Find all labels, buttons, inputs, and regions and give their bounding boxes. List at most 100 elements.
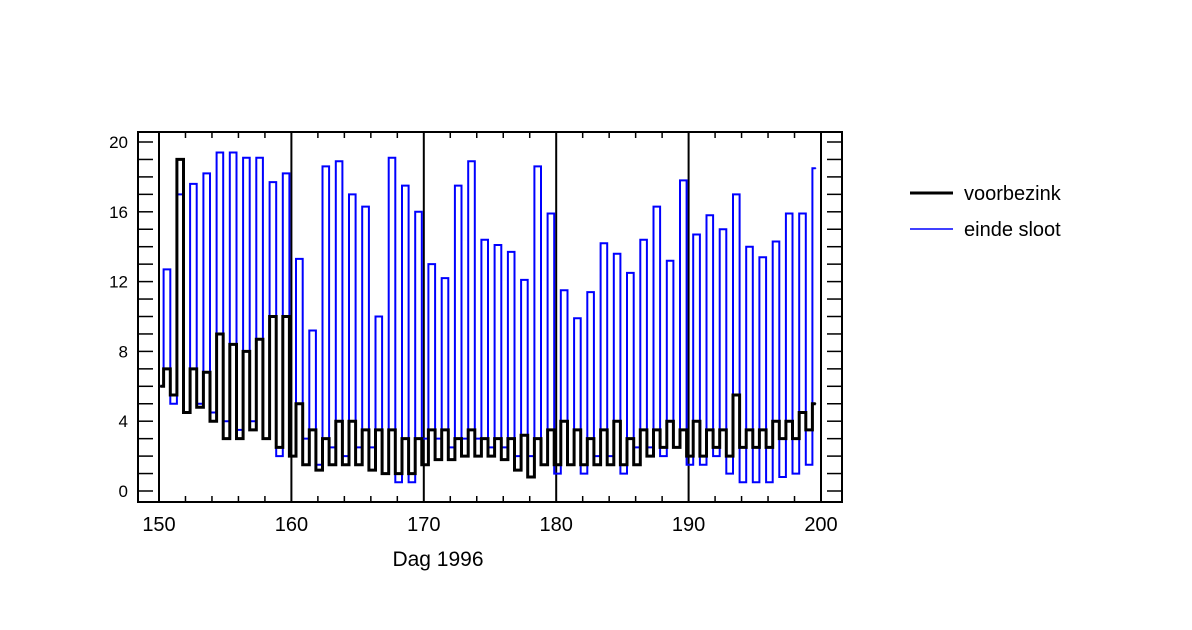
data-point-einde-sloot: [649, 446, 651, 448]
data-point-einde-sloot: [550, 212, 552, 215]
data-point-voorbezink: [503, 458, 506, 461]
data-point-voorbezink: [179, 158, 181, 161]
data-point-einde-sloot: [172, 403, 175, 405]
legend: voorbezink einde sloot: [910, 183, 1062, 241]
data-point-einde-sloot: [252, 420, 254, 422]
data-point-voorbezink: [192, 368, 195, 370]
legend-label-einde-sloot: einde sloot: [964, 219, 1061, 241]
data-point-voorbezink: [245, 350, 247, 352]
data-point-einde-sloot: [338, 160, 340, 162]
legend-item-einde-sloot: einde sloot: [910, 219, 1061, 241]
y-tick-label: 20: [109, 133, 128, 152]
data-point-voorbezink: [172, 394, 175, 396]
data-point-einde-sloot: [530, 455, 532, 457]
data-point-voorbezink: [484, 438, 486, 440]
data-point-voorbezink: [510, 438, 512, 440]
data-point-voorbezink: [437, 458, 439, 461]
data-point-einde-sloot: [166, 268, 168, 270]
data-point-voorbezink: [570, 464, 572, 466]
data-point-voorbezink: [384, 472, 387, 475]
data-point-voorbezink: [576, 429, 578, 431]
data-point-einde-sloot: [444, 277, 446, 279]
data-point-einde-sloot: [371, 446, 373, 448]
plot-frame: [137, 131, 843, 503]
data-point-voorbezink: [676, 446, 678, 448]
data-point-voorbezink: [748, 429, 751, 431]
data-point-voorbezink: [278, 446, 281, 448]
data-point-einde-sloot: [755, 481, 757, 483]
x-tick-label: 180: [540, 514, 573, 536]
data-point-einde-sloot: [729, 472, 731, 475]
data-point-voorbezink: [431, 429, 433, 431]
data-point-einde-sloot: [404, 185, 406, 187]
x-axis-label: Dag 1996: [392, 548, 483, 571]
data-point-einde-sloot: [603, 242, 605, 244]
data-point-einde-sloot: [219, 151, 221, 154]
data-point-einde-sloot: [497, 244, 499, 246]
data-point-voorbezink: [715, 446, 718, 448]
data-point-einde-sloot: [457, 185, 459, 187]
data-point-einde-sloot: [331, 446, 334, 448]
data-point-einde-sloot: [669, 260, 671, 262]
y-tick-label: 8: [119, 342, 128, 361]
data-point-voorbezink: [464, 455, 466, 457]
data-point-voorbezink: [318, 469, 320, 471]
data-point-einde-sloot: [239, 429, 241, 431]
data-point-voorbezink: [556, 464, 559, 466]
data-point-voorbezink: [530, 476, 532, 478]
data-point-einde-sloot: [815, 167, 817, 169]
data-point-einde-sloot: [682, 179, 684, 181]
data-point-voorbezink: [596, 464, 598, 466]
y-tick-label: 12: [109, 273, 128, 292]
data-point-einde-sloot: [722, 228, 724, 230]
data-point-einde-sloot: [351, 193, 353, 195]
data-point-voorbezink: [351, 420, 353, 422]
data-point-einde-sloot: [490, 446, 492, 448]
data-point-voorbezink: [364, 429, 367, 431]
data-point-einde-sloot: [762, 256, 764, 258]
data-point-einde-sloot: [563, 289, 565, 291]
data-point-einde-sloot: [464, 438, 466, 440]
data-point-voorbezink: [583, 464, 585, 466]
data-point-einde-sloot: [576, 317, 578, 319]
data-point-voorbezink: [252, 429, 254, 431]
data-point-voorbezink: [398, 472, 400, 475]
x-tick-label: 190: [672, 514, 705, 536]
data-point-einde-sloot: [695, 233, 698, 236]
data-point-voorbezink: [457, 438, 459, 440]
data-point-einde-sloot: [748, 246, 751, 248]
data-point-einde-sloot: [782, 476, 784, 478]
data-point-voorbezink: [417, 438, 420, 440]
data-point-voorbezink: [649, 455, 651, 457]
data-point-einde-sloot: [662, 455, 665, 457]
data-point-voorbezink: [782, 438, 784, 440]
data-point-einde-sloot: [768, 481, 770, 483]
data-point-einde-sloot: [345, 455, 347, 457]
data-point-einde-sloot: [735, 193, 737, 195]
data-point-voorbezink: [358, 464, 360, 466]
data-point-einde-sloot: [305, 438, 307, 440]
data-point-einde-sloot: [556, 472, 559, 475]
x-tick-label: 200: [804, 514, 837, 536]
data-point-einde-sloot: [398, 481, 400, 483]
data-point-einde-sloot: [417, 211, 420, 213]
data-point-voorbezink: [212, 420, 214, 422]
data-point-einde-sloot: [616, 253, 618, 255]
data-point-voorbezink: [166, 368, 168, 370]
data-point-voorbezink: [768, 446, 770, 448]
data-point-einde-sloot: [642, 239, 645, 241]
data-point-voorbezink: [808, 429, 810, 431]
legend-item-voorbezink: voorbezink: [910, 183, 1062, 205]
data-point-voorbezink: [742, 446, 744, 448]
data-point-voorbezink: [265, 438, 267, 440]
data-point-einde-sloot: [709, 214, 711, 216]
data-point-voorbezink: [285, 315, 287, 318]
data-point-einde-sloot: [801, 212, 804, 215]
data-point-voorbezink: [411, 472, 413, 475]
data-point-voorbezink: [444, 429, 446, 431]
data-point-voorbezink: [537, 438, 539, 440]
data-point-voorbezink: [292, 455, 294, 457]
y-tick-label: 4: [119, 412, 128, 431]
data-point-voorbezink: [378, 429, 380, 431]
data-point-einde-sloot: [192, 183, 195, 185]
